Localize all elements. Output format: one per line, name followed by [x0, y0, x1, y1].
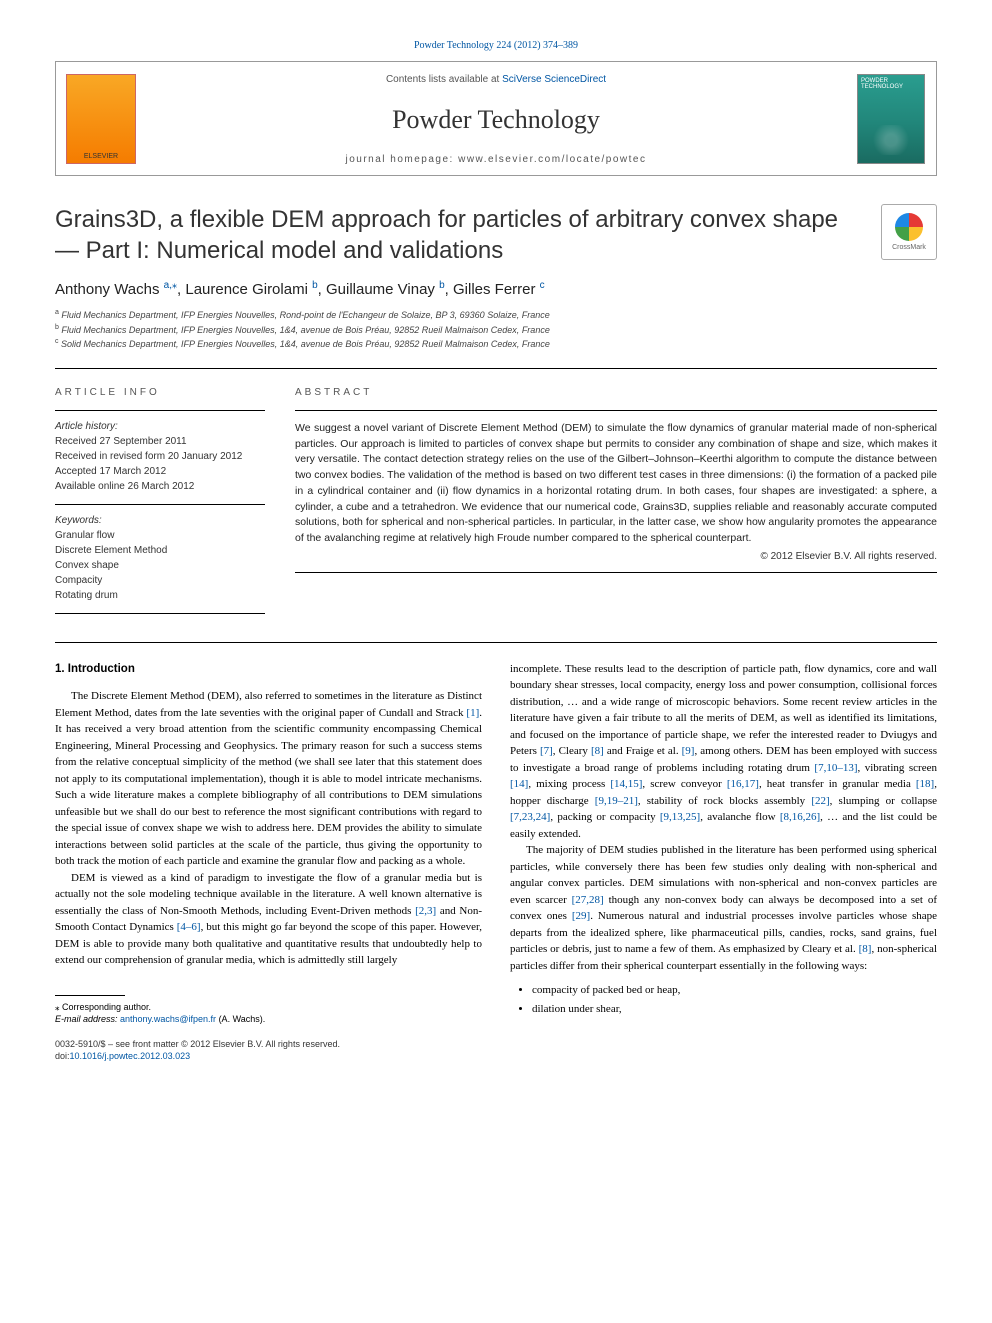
ref-link[interactable]: [4–6] [177, 921, 201, 933]
divider [295, 410, 937, 411]
ref-link[interactable]: [8] [591, 745, 604, 757]
abstract-column: ABSTRACT We suggest a novel variant of D… [295, 369, 937, 624]
ref-link[interactable]: [8,16,26] [780, 811, 820, 823]
intro-para-3: The majority of DEM studies published in… [510, 842, 937, 974]
article-info-heading: ARTICLE INFO [55, 387, 265, 398]
journal-header-box: ELSEVIER Contents lists available at Sci… [55, 61, 937, 176]
ref-link[interactable]: [8] [859, 943, 872, 955]
text: , screw conveyor [642, 778, 726, 790]
divider [55, 410, 265, 411]
ref-link[interactable]: [22] [811, 795, 829, 807]
history-label: Article history: [55, 421, 265, 432]
journal-cover-icon: POWDER TECHNOLOGY [857, 74, 925, 164]
corresponding-author: ⁎ Corresponding author. [55, 1001, 482, 1014]
differences-list: compacity of packed bed or heap, dilation… [532, 982, 937, 1017]
email-suffix: (A. Wachs). [216, 1014, 265, 1024]
ref-link[interactable]: [9] [682, 745, 695, 757]
abstract-copyright: © 2012 Elsevier B.V. All rights reserved… [295, 551, 937, 562]
ref-link[interactable]: [9,19–21] [595, 795, 638, 807]
abstract-heading: ABSTRACT [295, 387, 937, 398]
doi-link[interactable]: 10.1016/j.powtec.2012.03.023 [70, 1051, 191, 1061]
authors-line: Anthony Wachs a,⁎, Laurence Girolami b, … [55, 280, 937, 298]
intro-para-2: DEM is viewed as a kind of paradigm to i… [55, 870, 482, 969]
keywords-label: Keywords: [55, 515, 265, 526]
journal-name: Powder Technology [392, 105, 600, 135]
ref-link[interactable]: [27,28] [572, 894, 604, 906]
text: , Cleary [553, 745, 591, 757]
ref-link[interactable]: [14] [510, 778, 528, 790]
abstract-text: We suggest a novel variant of Discrete E… [295, 421, 937, 547]
text: , mixing process [528, 778, 610, 790]
article-info-column: ARTICLE INFO Article history: Received 2… [55, 369, 265, 624]
divider [55, 613, 265, 614]
ref-link[interactable]: [7,23,24] [510, 811, 550, 823]
footnote-block: ⁎ Corresponding author. E-mail address: … [55, 995, 482, 1026]
contents-line: Contents lists available at SciVerse Sci… [386, 74, 606, 85]
text: , stability of rock blocks assembly [638, 795, 811, 807]
text: and Fraige et al. [604, 745, 682, 757]
sciencedirect-link[interactable]: SciVerse ScienceDirect [502, 74, 606, 85]
crossmark-badge[interactable]: CrossMark [881, 204, 937, 260]
elsevier-logo-icon: ELSEVIER [66, 74, 136, 164]
page-footer: 0032-5910/$ – see front matter © 2012 El… [55, 1038, 937, 1063]
text: , slumping or collapse [830, 795, 937, 807]
crossmark-icon [895, 213, 923, 241]
ref-link[interactable]: [7,10–13] [814, 762, 857, 774]
ref-link[interactable]: [14,15] [610, 778, 642, 790]
list-item: dilation under shear, [532, 1001, 937, 1018]
intro-heading: 1. Introduction [55, 661, 482, 678]
text: The Discrete Element Method (DEM), also … [55, 690, 482, 719]
list-item: compacity of packed bed or heap, [532, 982, 937, 999]
text: , packing or compacity [550, 811, 660, 823]
text: , avalanche flow [700, 811, 780, 823]
email-label: E-mail address: [55, 1014, 120, 1024]
cover-block: POWDER TECHNOLOGY [846, 62, 936, 175]
doi-line: doi:10.1016/j.powtec.2012.03.023 [55, 1050, 937, 1063]
cover-text: POWDER TECHNOLOGY [861, 78, 903, 90]
divider [55, 504, 265, 505]
elsevier-label: ELSEVIER [84, 153, 118, 160]
doi-label: doi: [55, 1051, 70, 1061]
history-lines: Received 27 September 2011Received in re… [55, 434, 265, 494]
citation-header: Powder Technology 224 (2012) 374–389 [55, 40, 937, 51]
text: incomplete. These results lead to the de… [510, 663, 937, 758]
divider [295, 572, 937, 573]
text: . It has received a very broad attention… [55, 707, 482, 868]
ref-link[interactable]: [18] [916, 778, 934, 790]
affiliations: a Fluid Mechanics Department, IFP Energi… [55, 308, 937, 352]
text: , heat transfer in granular media [759, 778, 916, 790]
ref-link[interactable]: [7] [540, 745, 553, 757]
crossmark-label: CrossMark [892, 244, 926, 251]
footnote-rule [55, 995, 125, 996]
ref-link[interactable]: [9,13,25] [660, 811, 700, 823]
section-divider [55, 642, 937, 643]
contents-prefix: Contents lists available at [386, 74, 502, 85]
keyword-lines: Granular flowDiscrete Element MethodConv… [55, 528, 265, 603]
ref-link[interactable]: [2,3] [415, 905, 436, 917]
intro-para-1: The Discrete Element Method (DEM), also … [55, 688, 482, 870]
text: , vibrating screen [857, 762, 937, 774]
ref-link[interactable]: [1] [466, 707, 479, 719]
citation-link[interactable]: Powder Technology 224 (2012) 374–389 [414, 40, 578, 51]
body-columns: 1. Introduction The Discrete Element Met… [55, 661, 937, 1026]
email-link[interactable]: anthony.wachs@ifpen.fr [120, 1014, 216, 1024]
copyright-line: 0032-5910/$ – see front matter © 2012 El… [55, 1038, 937, 1051]
journal-homepage: journal homepage: www.elsevier.com/locat… [345, 154, 646, 165]
publisher-logo-block: ELSEVIER [56, 62, 146, 175]
email-line: E-mail address: anthony.wachs@ifpen.fr (… [55, 1013, 482, 1026]
header-center: Contents lists available at SciVerse Sci… [146, 62, 846, 175]
ref-link[interactable]: [16,17] [727, 778, 759, 790]
article-title: Grains3D, a flexible DEM approach for pa… [55, 204, 861, 266]
intro-para-2-cont: incomplete. These results lead to the de… [510, 661, 937, 843]
ref-link[interactable]: [29] [572, 910, 590, 922]
